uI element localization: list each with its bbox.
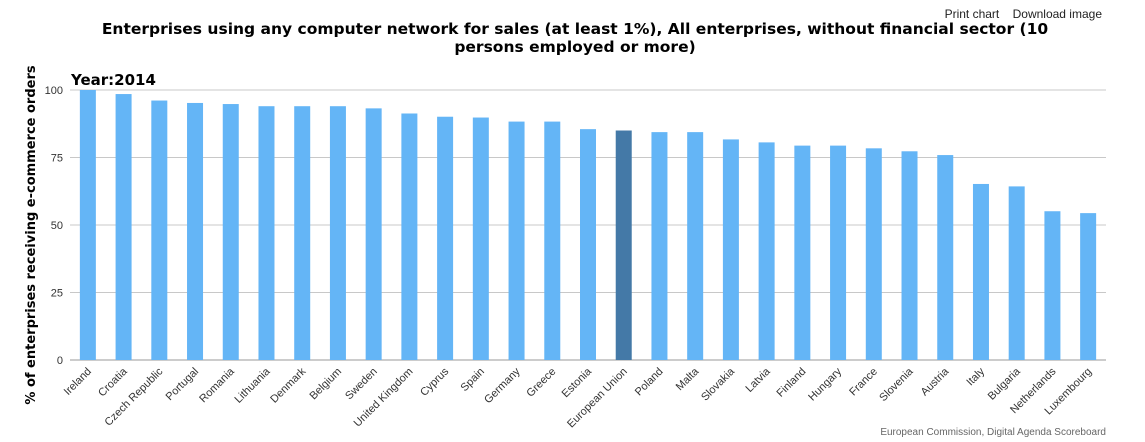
y-tick-label: 100 [45,85,63,97]
x-tick-label: Latvia [743,365,773,395]
bar-ireland[interactable] [79,90,96,360]
x-tick-label: Slovenia [877,365,916,404]
x-tick-label: Belgium [307,366,344,403]
bar-malta[interactable] [687,132,704,360]
bar-poland[interactable] [651,132,668,360]
y-axis-label: % of enterprises receiving e-commerce or… [24,65,39,404]
bar-slovakia[interactable] [722,139,739,360]
bar-estonia[interactable] [580,129,596,360]
bar-latvia[interactable] [758,142,775,360]
y-tick-label: 75 [51,153,63,165]
x-tick-label: Greece [524,366,558,400]
bar-italy[interactable] [972,183,989,360]
x-tick-label: Lithuania [233,365,274,406]
x-tick-label: France [847,366,880,399]
bar-slovenia[interactable] [901,151,918,360]
x-tick-label: Sweden [343,366,380,403]
x-tick-label: Hungary [806,365,844,403]
bar-european-union[interactable] [615,130,632,361]
chart-title: Enterprises using any computer network f… [101,20,1049,56]
bar-bulgaria[interactable] [1008,186,1025,360]
print-chart-button[interactable]: Print chart [944,7,1000,21]
chart-subtitle-year: Year:2014 [71,71,156,89]
bar-croatia[interactable] [115,94,132,361]
x-tick-label: Poland [633,366,666,399]
bar-denmark[interactable] [294,106,311,360]
y-tick-label: 25 [51,288,63,300]
x-tick-label: Portugal [164,366,201,403]
bar-france[interactable] [865,148,882,360]
x-tick-label: Ireland [62,366,94,398]
x-tick-label: Germany [482,365,523,406]
x-tick-label: Austria [919,365,952,398]
x-tick-label: Finland [774,366,808,400]
x-tick-label: Estonia [560,365,595,400]
bar-spain[interactable] [472,117,489,360]
bar-luxembourg[interactable] [1080,213,1097,360]
x-tick-label: Slovakia [699,365,738,404]
bar-portugal[interactable] [187,102,204,361]
x-tick-label: Spain [459,366,487,394]
bar-lithuania[interactable] [258,106,275,360]
bar-romania[interactable] [222,104,239,360]
y-tick-label: 0 [57,355,63,367]
chart-toolbar: Print chart Download image [935,7,1102,21]
bar-germany[interactable] [508,121,525,360]
bar-sweden[interactable] [365,108,382,360]
bar-czech-republic[interactable] [151,100,168,360]
x-tick-label: Malta [674,365,702,393]
bar-greece[interactable] [544,121,561,360]
bar-cyprus[interactable] [437,116,454,360]
download-image-button[interactable]: Download image [1012,7,1102,21]
x-tick-label: Denmark [268,365,308,405]
y-tick-label: 50 [51,220,63,232]
bar-finland[interactable] [794,145,811,360]
chart-credit[interactable]: European Commission, Digital Agenda Scor… [880,427,1106,438]
bar-austria[interactable] [937,155,954,360]
bar-belgium[interactable] [329,106,346,360]
x-tick-label: Cyprus [418,365,451,398]
bar-netherlands[interactable] [1044,211,1061,360]
x-tick-label: Romania [197,365,237,405]
bar-hungary[interactable] [830,145,847,360]
bar-united-kingdom[interactable] [401,113,418,361]
x-tick-label: Croatia [96,365,130,399]
x-tick-label: Italy [964,365,987,388]
